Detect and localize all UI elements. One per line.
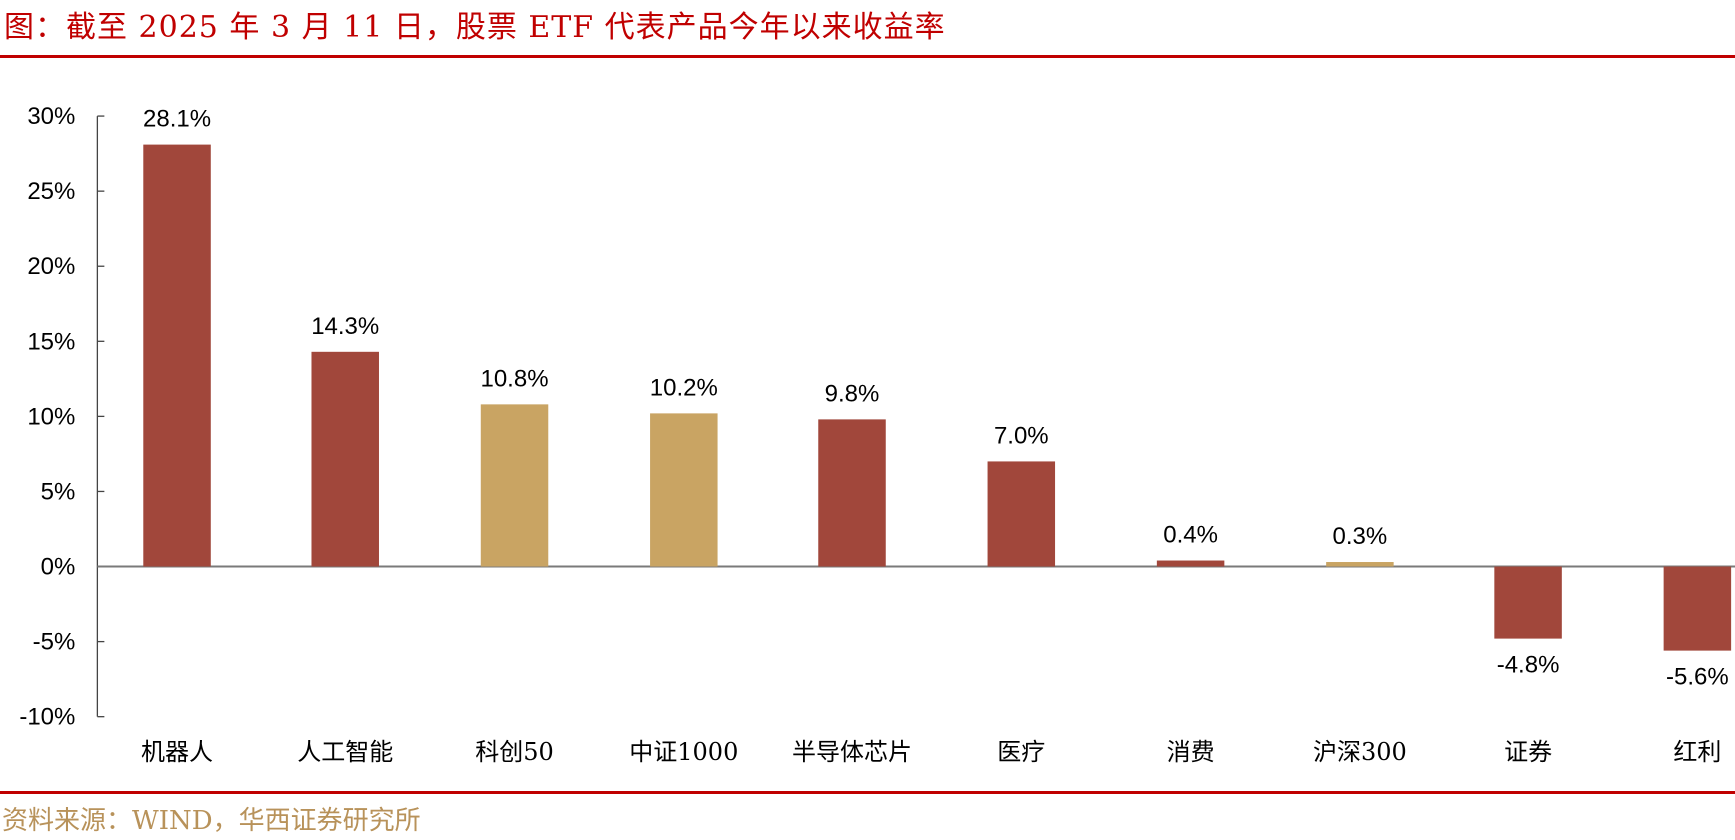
bar-value-label: 7.0% (994, 422, 1049, 449)
footer-divider (0, 791, 1735, 794)
chart-title: 图：截至 2025 年 3 月 11 日，股票 ETF 代表产品今年以来收益率 (4, 10, 946, 45)
x-category-label: 人工智能 (297, 738, 393, 766)
x-axis-categories: 机器人 人工智能 科创50 中证1000 半导体芯片 医疗 消费 沪深300 证券 红利 (141, 738, 1721, 766)
y-tick-label: -10% (19, 704, 75, 731)
y-tick-label: -5% (33, 629, 76, 656)
x-category-label: 沪深300 (1313, 738, 1407, 766)
y-axis: 30% 25% 20% 15% 10% 5% 0% -5% -10% (19, 103, 1735, 731)
y-tick-label: 10% (27, 403, 75, 430)
bar-value-label: 28.1% (143, 106, 211, 133)
bar-chart: 30% 25% 20% 15% 10% 5% 0% -5% -10% 28.1% 14.3% 10.… (19, 103, 1735, 766)
bar (818, 419, 886, 567)
x-category-label: 医疗 (997, 738, 1045, 766)
x-category-label: 消费 (1167, 738, 1215, 766)
x-category-label: 红利 (1673, 738, 1721, 766)
bar-value-label: 10.8% (480, 365, 548, 392)
y-tick-label: 30% (27, 103, 75, 130)
bar (1663, 566, 1732, 651)
bar-value-label: 0.3% (1333, 523, 1388, 550)
x-category-label: 科创50 (475, 738, 554, 766)
source-note: 资料来源：WIND，华西证券研究所 (2, 806, 421, 836)
bar-value-label: -4.8% (1497, 652, 1560, 679)
bar-value-label: 9.8% (825, 380, 880, 407)
bar (480, 404, 549, 567)
bar-value-label: 14.3% (311, 313, 379, 340)
bar-value-label: 10.2% (650, 374, 718, 401)
bar (650, 413, 718, 567)
x-category-label: 中证1000 (629, 738, 738, 766)
bar (1156, 560, 1225, 567)
x-category-label: 机器人 (141, 738, 213, 766)
title-divider (0, 55, 1735, 58)
y-tick-label: 25% (27, 178, 75, 205)
y-tick-label: 5% (41, 478, 76, 505)
bar (1326, 562, 1394, 567)
bars: 28.1% 14.3% 10.8% 10.2% 9.8% 7.0% 0.4% 0.3% -4.8… (143, 106, 1732, 691)
bar (311, 351, 379, 567)
bar (143, 144, 211, 567)
y-tick-label: 0% (41, 554, 76, 581)
bar-value-label: 0.4% (1163, 522, 1218, 549)
bar (987, 461, 1056, 567)
y-tick-label: 20% (27, 253, 75, 280)
x-category-label: 半导体芯片 (792, 738, 912, 766)
y-tick-label: 15% (27, 328, 75, 355)
bar (1494, 566, 1562, 639)
bar-value-label: -5.6% (1666, 664, 1729, 691)
x-category-label: 证券 (1504, 738, 1552, 766)
